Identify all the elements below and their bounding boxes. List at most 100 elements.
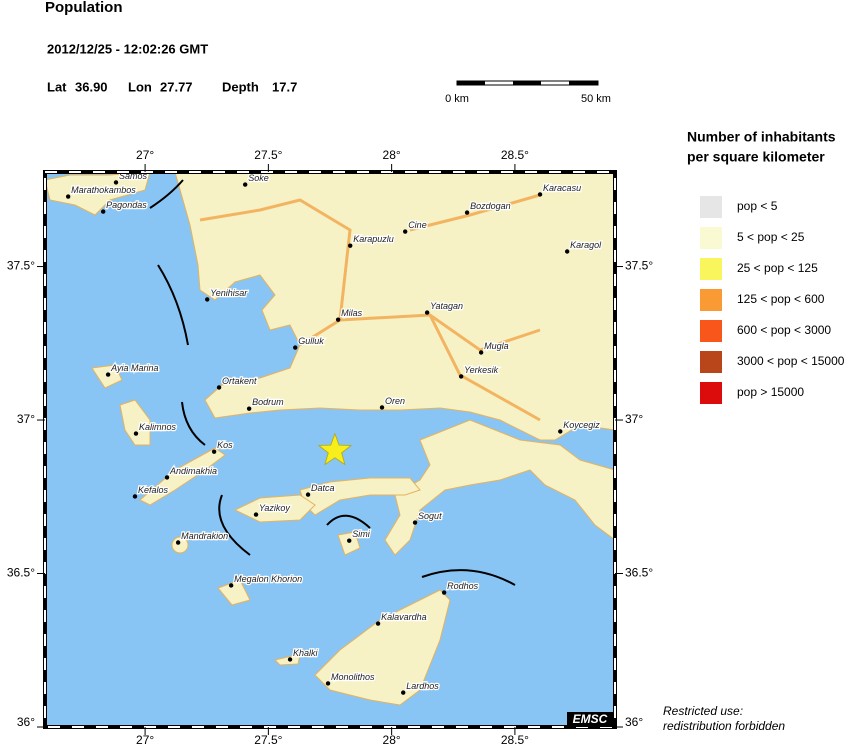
town-dot: [216, 385, 222, 390]
lon-label: 27.5°: [254, 148, 282, 162]
town-label: Lardhos: [406, 681, 439, 691]
town-label: Samos: [119, 171, 148, 181]
town-dot: [100, 209, 106, 214]
town-dot: [325, 681, 331, 686]
lat-label: 37°: [625, 412, 643, 426]
lat-label: 37.5°: [625, 259, 653, 273]
lon-label: 28°: [383, 733, 401, 747]
legend-label: 5 < pop < 25: [737, 230, 805, 244]
lon-value: 27.77: [160, 79, 193, 94]
town-label: Gulluk: [298, 336, 324, 346]
town-dot: [242, 182, 248, 187]
town-label: Mandrakion: [181, 531, 228, 541]
town-dot: [424, 310, 430, 315]
town-label: Kos: [217, 440, 233, 450]
legend-swatch: [700, 289, 722, 311]
scale-end: 50 km: [581, 93, 611, 105]
credit: EMSC: [573, 712, 608, 726]
town-label: Ortakent: [222, 376, 257, 386]
depth-label: Depth: [222, 79, 259, 94]
scale-start: 0 km: [445, 93, 469, 105]
town-dot: [458, 374, 464, 379]
epicenter: [317, 432, 353, 466]
town-label: Yerkesik: [464, 365, 499, 375]
legend-label: 600 < pop < 3000: [737, 323, 831, 337]
lat-label: Lat: [47, 79, 67, 94]
town-label: Monolithos: [331, 672, 375, 682]
town-label: Marathokambos: [71, 185, 136, 195]
town-dot: [347, 538, 352, 543]
town-dot: [537, 192, 543, 197]
lat-label: 37.5°: [7, 259, 35, 273]
depth-value: 17.7: [272, 79, 297, 94]
map-frame-dash: [44, 171, 616, 728]
town-dot: [305, 492, 311, 497]
map: Marathokambos Samos Pagondas Soke Karacasu Bo…: [45, 171, 615, 727]
town-dot: [228, 583, 234, 588]
town-dot: [441, 590, 447, 595]
lon-label: 27°: [136, 733, 154, 747]
town-dot: [164, 475, 170, 480]
legend-swatch: [700, 227, 722, 249]
town-dot: [478, 350, 484, 355]
town-label: Soke: [248, 173, 269, 183]
town-label: Rodhos: [447, 581, 479, 591]
town-dot: [113, 180, 119, 185]
legend-label: pop > 15000: [737, 385, 804, 399]
town-dot: [132, 494, 138, 499]
legend-swatch: [700, 258, 722, 280]
town-dot: [205, 297, 210, 302]
town-label: Kalavardha: [381, 612, 427, 622]
town-label: Datca: [311, 483, 335, 493]
town-label: Yazikoy: [259, 503, 290, 513]
town-label: Kefalos: [138, 485, 169, 495]
town-label: Bozdogan: [470, 201, 511, 211]
lat-label: 37°: [17, 412, 35, 426]
legend-swatch: [700, 382, 722, 404]
title: Population: [45, 0, 123, 16]
lon-label: 28°: [383, 148, 401, 162]
town-dot: [558, 429, 563, 434]
legend-title: Number of inhabitants: [687, 129, 836, 145]
town-label: Pagondas: [106, 200, 147, 210]
town-label: Simi: [352, 529, 370, 539]
town-dot: [402, 229, 408, 234]
credit-box: [567, 712, 613, 727]
legend-label: pop < 5: [737, 199, 778, 213]
town-label: Megalon Khorion: [234, 574, 302, 584]
town-label: Koycegiz: [563, 420, 600, 430]
town-label: Oren: [385, 396, 405, 406]
notice: Restricted use:: [663, 704, 743, 718]
town-dot: [175, 540, 181, 545]
town-label: Ayia Marina: [110, 363, 158, 373]
lon-label: 28.5°: [501, 733, 529, 747]
town-label: Khalki: [293, 648, 319, 658]
town-dot: [133, 431, 139, 436]
legend-label: 3000 < pop < 15000: [737, 354, 845, 368]
town-dot: [105, 372, 111, 377]
lat-value: 36.90: [75, 79, 108, 94]
town-label: Milas: [341, 308, 363, 318]
town-label: Andimakhia: [169, 466, 217, 476]
legend-label: 25 < pop < 125: [737, 261, 818, 275]
lon-label: 27°: [136, 148, 154, 162]
town-dot: [253, 512, 259, 517]
town-label: Kalimnos: [139, 422, 177, 432]
lon-label: Lon: [128, 79, 152, 94]
lat-label: 36°: [17, 715, 35, 729]
legend-title: per square kilometer: [687, 149, 825, 165]
lon-label: 28.5°: [501, 148, 529, 162]
town-dot: [564, 249, 570, 254]
town-dot: [65, 194, 71, 199]
town-label: Yatagan: [430, 301, 463, 311]
town-dot: [287, 657, 293, 662]
town-label: Karapuzlu: [353, 234, 394, 244]
legend-swatch: [700, 351, 722, 373]
town-label: Cine: [408, 220, 427, 230]
legend-swatch: [700, 320, 722, 342]
lat-label: 36.5°: [625, 566, 653, 580]
scale-bar: 0 km 50 km: [445, 80, 611, 105]
town-dot: [401, 690, 406, 695]
town-dot: [211, 449, 217, 454]
